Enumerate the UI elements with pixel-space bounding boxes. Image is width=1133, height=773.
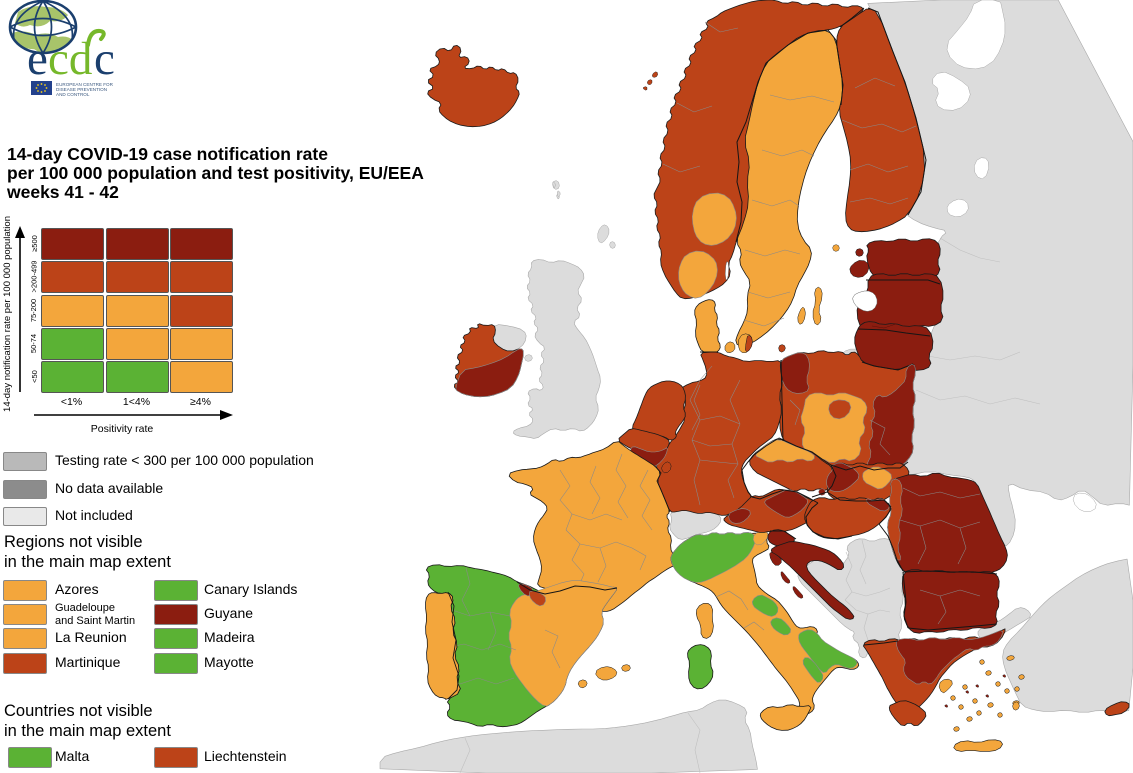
svg-text:EUROPEAN CENTRE FOR: EUROPEAN CENTRE FOR — [56, 82, 114, 87]
svg-text:e: e — [27, 33, 48, 85]
svg-text:Positivity rate: Positivity rate — [91, 423, 154, 435]
svg-text:c: c — [94, 33, 115, 85]
svg-text:14-day notification rate per 1: 14-day notification rate per 100 000 pop… — [2, 216, 13, 412]
svg-text:DISEASE PREVENTION: DISEASE PREVENTION — [56, 87, 107, 92]
svg-text:AND CONTROL: AND CONTROL — [56, 92, 90, 97]
svg-text:cd: cd — [48, 33, 92, 85]
